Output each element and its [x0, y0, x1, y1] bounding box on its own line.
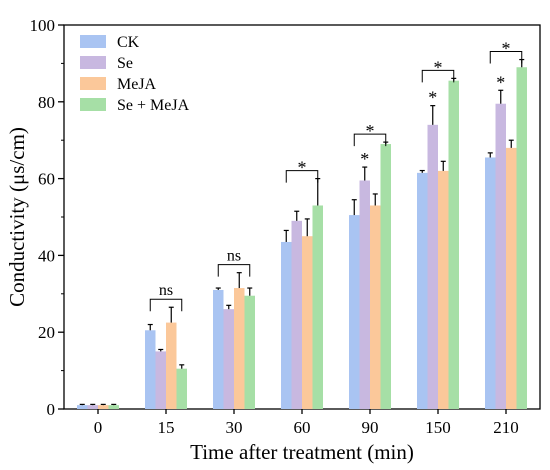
y-tick-label: 80	[38, 93, 55, 112]
significance-layer: ns ns * * * * * * *	[149, 39, 523, 312]
significance-star: *	[496, 72, 505, 92]
bar-se-meja-0	[108, 405, 119, 409]
bar-ck-90	[349, 215, 360, 409]
bar-se-60	[291, 220, 302, 409]
bar-ck-60	[281, 241, 292, 409]
x-axis-title: Time after treatment (min)	[190, 440, 414, 464]
bar-se-meja-210	[516, 67, 527, 410]
significance-label: *	[502, 39, 511, 59]
legend-label: Se + MeJA	[117, 97, 190, 114]
bar-se-150	[427, 124, 438, 409]
bar-se-0	[87, 405, 98, 409]
x-tick-label: 210	[493, 418, 519, 437]
significance-bracket	[353, 133, 387, 147]
x-tick-label: 30	[226, 418, 243, 437]
x-tick-label: 60	[294, 418, 311, 437]
bar-ck-30	[213, 289, 224, 409]
x-tick-label: 15	[158, 418, 175, 437]
significance-bracket	[217, 264, 251, 277]
bar-se-30	[223, 309, 234, 409]
bar-ck-0	[77, 405, 88, 409]
legend-label: CK	[117, 34, 140, 51]
bar-se-210	[495, 103, 506, 409]
significance-bracket	[285, 170, 319, 183]
legend-label: MeJA	[117, 76, 157, 93]
bar-meja-0	[98, 405, 109, 409]
bar-se-15	[155, 351, 166, 409]
significance-bracket	[421, 69, 455, 83]
significance-label: *	[298, 158, 307, 178]
significance-label: ns	[227, 248, 241, 265]
legend-swatch	[80, 98, 106, 111]
legend: CK Se MeJA Se + MeJA	[80, 34, 190, 114]
bar-meja-210	[506, 147, 517, 409]
y-tick-label: 0	[47, 400, 56, 419]
bar-ck-15	[145, 330, 156, 409]
y-tick-label: 60	[38, 170, 55, 189]
bar-meja-90	[370, 205, 381, 409]
significance-bracket	[149, 298, 183, 312]
significance-star: *	[360, 149, 369, 169]
significance-label: *	[434, 57, 443, 77]
significance-label: ns	[159, 282, 173, 299]
legend-swatch	[80, 35, 106, 48]
bar-se-meja-90	[380, 144, 391, 410]
bar-meja-30	[234, 288, 245, 409]
x-tick-label: 90	[362, 418, 379, 437]
error-bars-layer	[79, 58, 525, 406]
bar-meja-150	[438, 170, 449, 409]
legend-label: Se	[117, 55, 133, 72]
bar-se-90	[359, 180, 370, 409]
significance-star: *	[428, 88, 437, 108]
y-tick-label: 40	[38, 246, 55, 265]
x-tick-label: 150	[425, 418, 451, 437]
bar-se-meja-150	[448, 80, 459, 410]
bar-meja-60	[302, 236, 313, 409]
y-tick-label: 100	[30, 16, 56, 35]
bar-ck-210	[485, 157, 496, 409]
significance-bracket	[489, 51, 523, 64]
significance-label: *	[366, 121, 375, 141]
y-tick-label: 20	[38, 323, 55, 342]
y-axis-title: Conductivity (μs/cm)	[5, 127, 29, 307]
bar-meja-15	[166, 322, 177, 409]
x-tick-label: 0	[94, 418, 103, 437]
legend-swatch	[80, 77, 106, 90]
bar-se-meja-60	[312, 205, 323, 409]
legend-swatch	[80, 56, 106, 69]
bar-ck-150	[417, 172, 428, 409]
bar-se-meja-15	[176, 368, 187, 409]
bars-layer	[77, 67, 527, 410]
bar-se-meja-30	[244, 295, 255, 409]
